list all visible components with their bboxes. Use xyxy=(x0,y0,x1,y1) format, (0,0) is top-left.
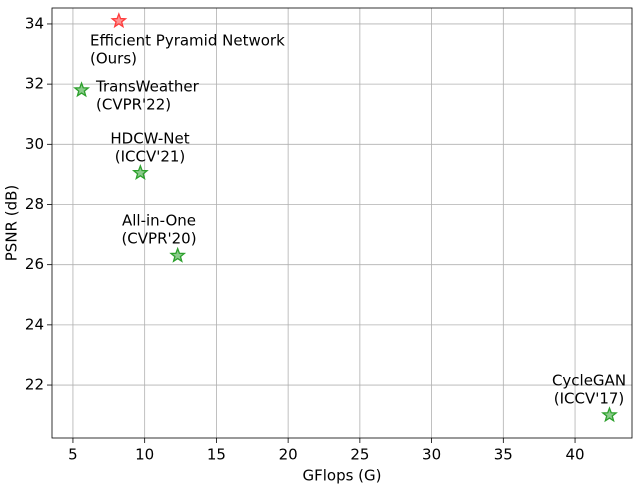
plot-frame xyxy=(51,7,633,439)
star-marker xyxy=(73,81,90,98)
x-tick-label: 20 xyxy=(279,446,298,464)
x-tick-label: 5 xyxy=(68,446,78,464)
x-tick-label: 15 xyxy=(207,446,226,464)
star-marker xyxy=(169,246,187,263)
star-marker xyxy=(110,12,128,29)
annotation: (Ours) xyxy=(90,50,137,68)
x-axis-label: GFlops (G) xyxy=(302,467,381,485)
annotation: (CVPR'22) xyxy=(96,96,171,114)
annotation: (ICCV'17) xyxy=(554,390,625,408)
y-tick-label: 28 xyxy=(25,195,44,213)
x-tick-label: 25 xyxy=(350,446,369,464)
x-tick-label: 35 xyxy=(494,446,513,464)
y-axis-label: PSNR (dB) xyxy=(3,185,21,262)
annotation: Efficient Pyramid Network xyxy=(90,32,285,50)
y-tick-label: 26 xyxy=(25,255,44,273)
y-tick-label: 32 xyxy=(25,75,44,93)
annotation: (CVPR'20) xyxy=(121,230,196,248)
annotation: HDCW-Net xyxy=(110,130,189,148)
x-tick-label: 40 xyxy=(566,446,585,464)
x-tick-label: 10 xyxy=(135,446,154,464)
x-tick-label: 30 xyxy=(422,446,441,464)
star-marker xyxy=(131,164,149,181)
y-tick-label: 24 xyxy=(25,315,44,333)
y-tick-label: 30 xyxy=(25,135,44,153)
annotation: All-in-One xyxy=(122,212,196,230)
annotation: CycleGAN xyxy=(552,372,626,390)
annotation: (ICCV'21) xyxy=(115,148,186,166)
annotation: TransWeather xyxy=(95,78,200,96)
star-marker xyxy=(601,406,618,423)
y-tick-label: 34 xyxy=(25,14,44,32)
y-tick-label: 22 xyxy=(25,376,44,394)
